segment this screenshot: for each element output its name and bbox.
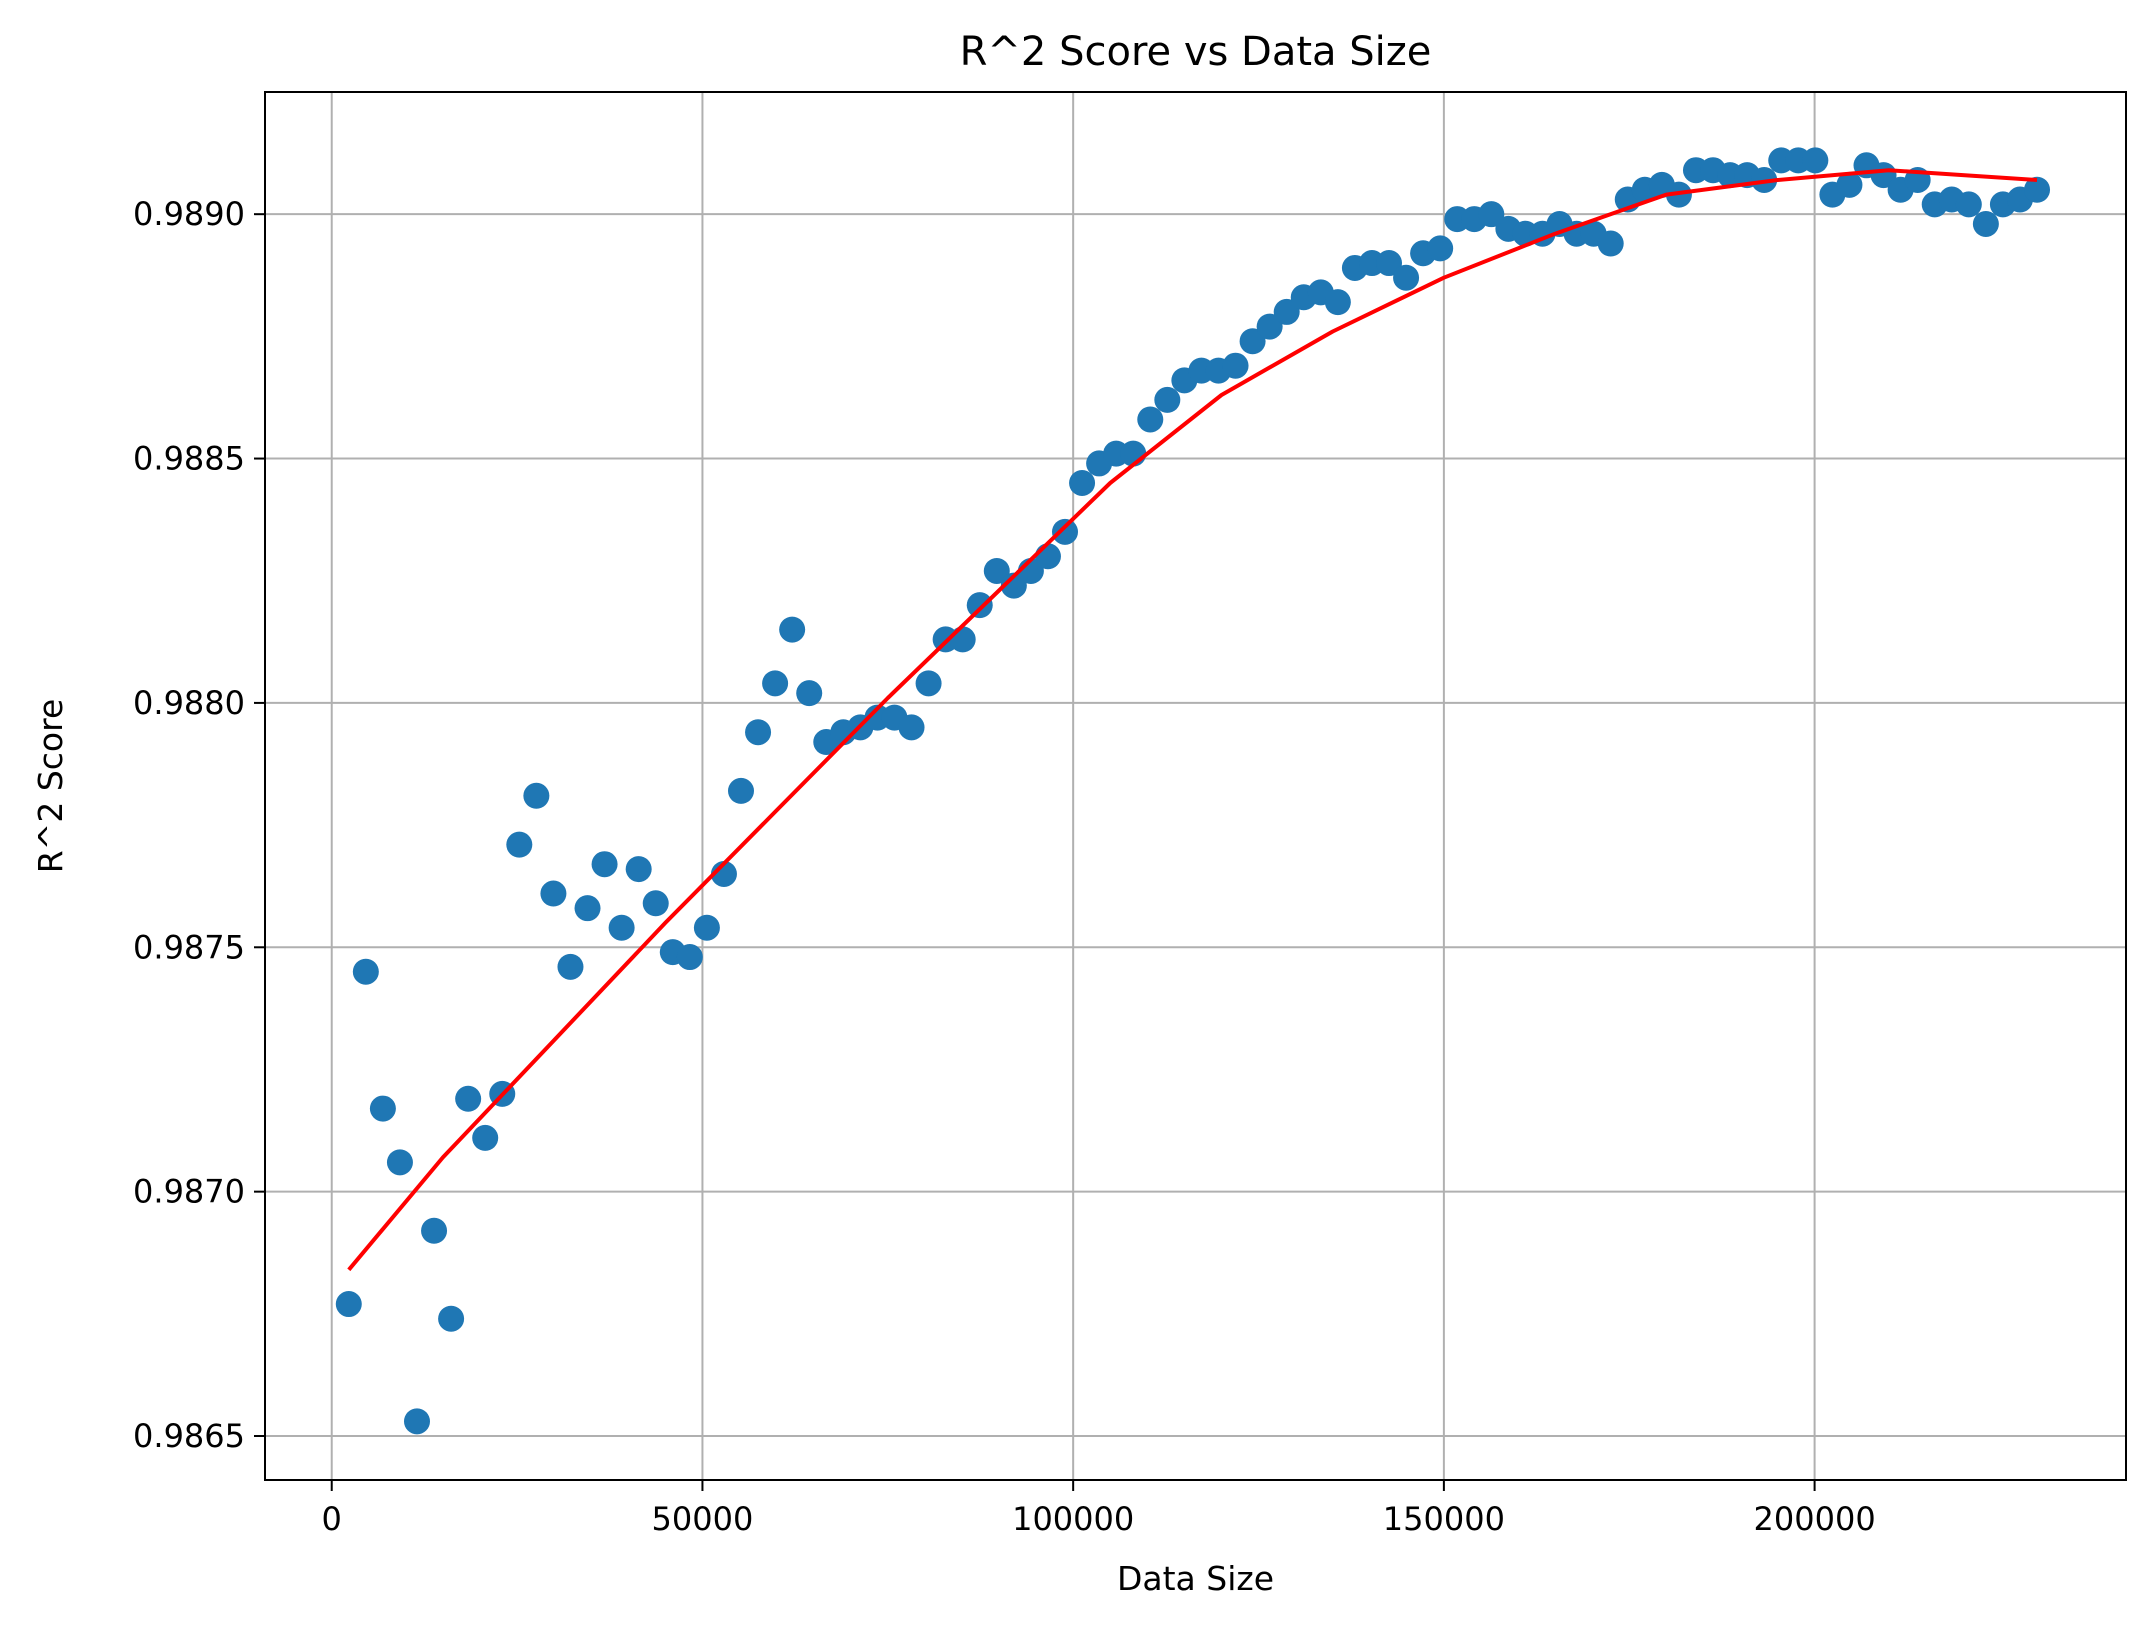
y-tick-label: 0.9870 [133, 1173, 245, 1211]
data-point [335, 1291, 362, 1318]
data-point [1972, 210, 1999, 237]
x-axis-label: Data Size [1117, 1559, 1274, 1598]
data-point [642, 890, 669, 917]
data-point [1427, 235, 1454, 262]
data-point [1222, 352, 1249, 379]
data-point [693, 914, 720, 941]
data-point [369, 1095, 396, 1122]
data-point [1324, 289, 1351, 316]
x-tick-label: 150000 [1383, 1500, 1505, 1538]
data-point [915, 670, 942, 697]
y-tick-label: 0.9875 [133, 928, 245, 966]
grid-lines [265, 92, 2126, 1480]
x-tick-label: 50000 [652, 1500, 754, 1538]
y-tick-label: 0.9865 [133, 1417, 245, 1455]
x-tick-label: 200000 [1754, 1500, 1876, 1538]
data-point [403, 1408, 430, 1435]
data-point [676, 944, 703, 971]
data-point [625, 856, 652, 883]
y-tick-label: 0.9890 [133, 195, 245, 233]
data-point [898, 714, 925, 741]
y-tick-label: 0.9885 [133, 440, 245, 478]
y-axis-label: R^2 Score [31, 699, 70, 874]
data-point [728, 777, 755, 804]
data-point [966, 592, 993, 619]
data-point [574, 895, 601, 922]
data-point [1069, 469, 1096, 496]
y-tick-label: 0.9880 [133, 684, 245, 722]
data-point [1393, 264, 1420, 291]
data-point [591, 851, 618, 878]
data-point [523, 782, 550, 809]
data-point [1478, 201, 1505, 228]
data-point [1597, 230, 1624, 257]
data-point [455, 1085, 482, 1112]
data-point [1239, 328, 1266, 355]
data-point [762, 670, 789, 697]
y-axis-ticks: 0.9865 0.9870 0.9875 0.9880 0.9885 0.9890 [133, 195, 265, 1455]
data-point [949, 626, 976, 653]
x-tick-label: 0 [322, 1500, 342, 1538]
fit-curve [347, 168, 2038, 1272]
x-axis-ticks: 0 50000 100000 150000 200000 [322, 1480, 1876, 1538]
data-point [1376, 250, 1403, 277]
data-point [1137, 406, 1164, 433]
data-point [2024, 176, 2051, 203]
data-point [1256, 313, 1283, 340]
data-point [557, 953, 584, 980]
data-point [983, 557, 1010, 584]
data-point [421, 1217, 448, 1244]
data-point [1052, 518, 1079, 545]
data-point [779, 616, 806, 643]
x-tick-label: 100000 [1012, 1500, 1134, 1538]
data-point [796, 680, 823, 707]
data-point [1955, 191, 1982, 218]
data-point [1034, 543, 1061, 570]
chart-title: R^2 Score vs Data Size [960, 29, 1432, 75]
data-point [352, 958, 379, 985]
data-point [1273, 298, 1300, 325]
data-point [386, 1149, 413, 1176]
data-point [540, 880, 567, 907]
data-point [1154, 386, 1181, 413]
scatter-points [335, 147, 2051, 1435]
plot-frame [264, 91, 2127, 1481]
data-point [1802, 147, 1829, 174]
data-point [745, 719, 772, 746]
data-point [1836, 171, 1863, 198]
data-point [1000, 572, 1027, 599]
data-point [472, 1124, 499, 1151]
data-point [438, 1305, 465, 1332]
data-point [608, 914, 635, 941]
fit-layer [347, 168, 2038, 1272]
data-point [506, 831, 533, 858]
